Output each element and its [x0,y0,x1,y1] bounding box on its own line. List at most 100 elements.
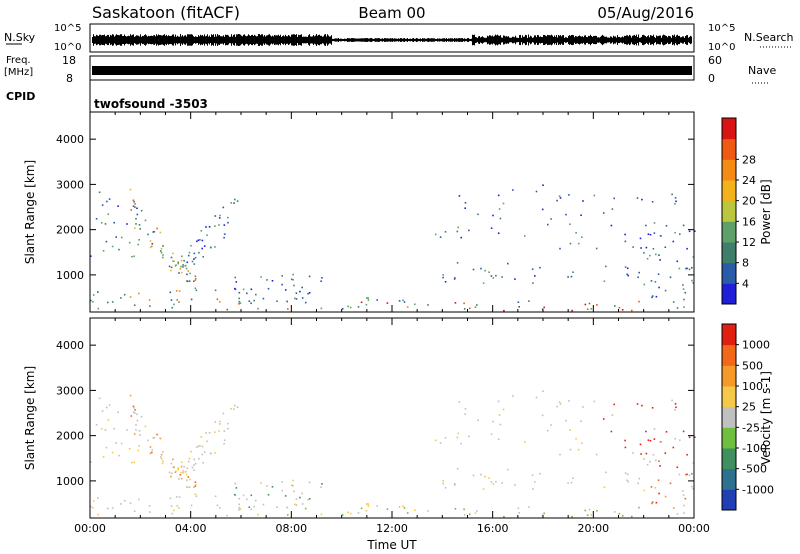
echo-cell [683,306,685,308]
echo-cell [133,255,135,258]
noise-sample [375,38,376,42]
noise-sample [541,36,542,44]
noise-sample [477,37,478,43]
noise-sample [560,35,561,45]
echo-cell [444,487,447,489]
noise-sample [215,34,216,46]
echo-cell [190,244,192,247]
noise-sample [596,36,597,44]
noise-sample [211,34,212,46]
noise-sample [200,34,201,46]
echo-cell [497,232,500,234]
echo-cell [321,483,323,485]
echo-cell [575,438,577,440]
echo-cell [132,205,135,207]
noise-sample [112,34,113,46]
echo-cell [692,256,695,258]
noise-sample [117,34,118,46]
echo-cell [238,291,241,294]
noise-sample [494,35,495,45]
echo-cell [238,303,240,305]
echo-cell [586,308,589,310]
echo-cell [281,481,283,483]
noise-sample [663,34,664,46]
echo-cell [676,513,679,515]
noise-sample [573,35,574,45]
noise-sample [481,36,482,44]
noise-sample [369,38,370,42]
echo-cell [649,460,651,463]
echo-cell [638,271,640,274]
noise-sample [246,36,247,44]
noise-sample [350,38,351,42]
echo-cell [559,403,562,405]
echo-cell [202,462,204,464]
echo-cell [235,487,238,489]
echo-cell [477,419,479,422]
noise-sample [406,38,407,42]
echo-cell [676,260,679,263]
noise-sample [199,36,200,44]
noise-sample [389,38,390,42]
noise-sample [412,38,413,42]
noise-sample [290,36,291,44]
echo-cell [547,223,549,226]
noise-sample [159,35,160,45]
echo-cell [569,223,571,225]
colorbar-tick-label: 4 [742,277,749,290]
echo-cell [137,449,140,452]
echo-cell [624,439,626,442]
echo-cell [672,301,675,303]
y-tick-label: 2000 [56,430,84,443]
echo-cell [149,446,152,448]
echo-cell [468,435,470,438]
noise-sample [394,38,395,42]
echo-cell [624,446,627,449]
echo-cell [301,492,303,495]
echo-cell [238,509,240,511]
echo-cell [502,408,505,411]
echo-cell [665,431,668,433]
echo-cell [679,233,681,235]
noise-sample [582,36,583,44]
echo-cell [176,505,179,507]
echo-cell [193,280,195,282]
echo-cell [503,309,505,312]
echo-cell [208,226,211,228]
echo-cell [535,190,538,193]
noise-sample [465,38,466,42]
echo-cell [320,486,322,488]
echo-cell [98,191,101,194]
echo-cell [581,442,583,444]
echo-cell [295,292,298,294]
echo-cell [186,467,189,470]
noise-sample [232,36,233,44]
noise-sample [526,35,527,45]
noise-sample [149,36,150,44]
echo-cell [651,295,654,297]
noise-sample [631,37,632,43]
echo-cell [535,396,538,399]
echo-cell [403,507,406,509]
noise-sample [401,38,402,42]
noise-sample [263,36,264,44]
noise-sample [670,36,671,44]
noise-sample [304,36,305,44]
noise-sample [93,34,94,46]
echo-cell [503,515,505,518]
noise-sample [175,34,176,46]
noise-sample [164,34,165,46]
noise-sample [419,38,420,42]
echo-cell [649,254,651,257]
noise-sample [407,38,408,42]
noise-sample [456,38,457,42]
echo-cell [160,247,163,250]
echo-cell [463,514,466,516]
noise-sample [296,34,297,46]
noise-sample [235,36,236,44]
noise-sample [155,36,156,44]
echo-cell [138,498,140,501]
noise-sample [140,34,141,46]
noise-sample [176,36,177,44]
